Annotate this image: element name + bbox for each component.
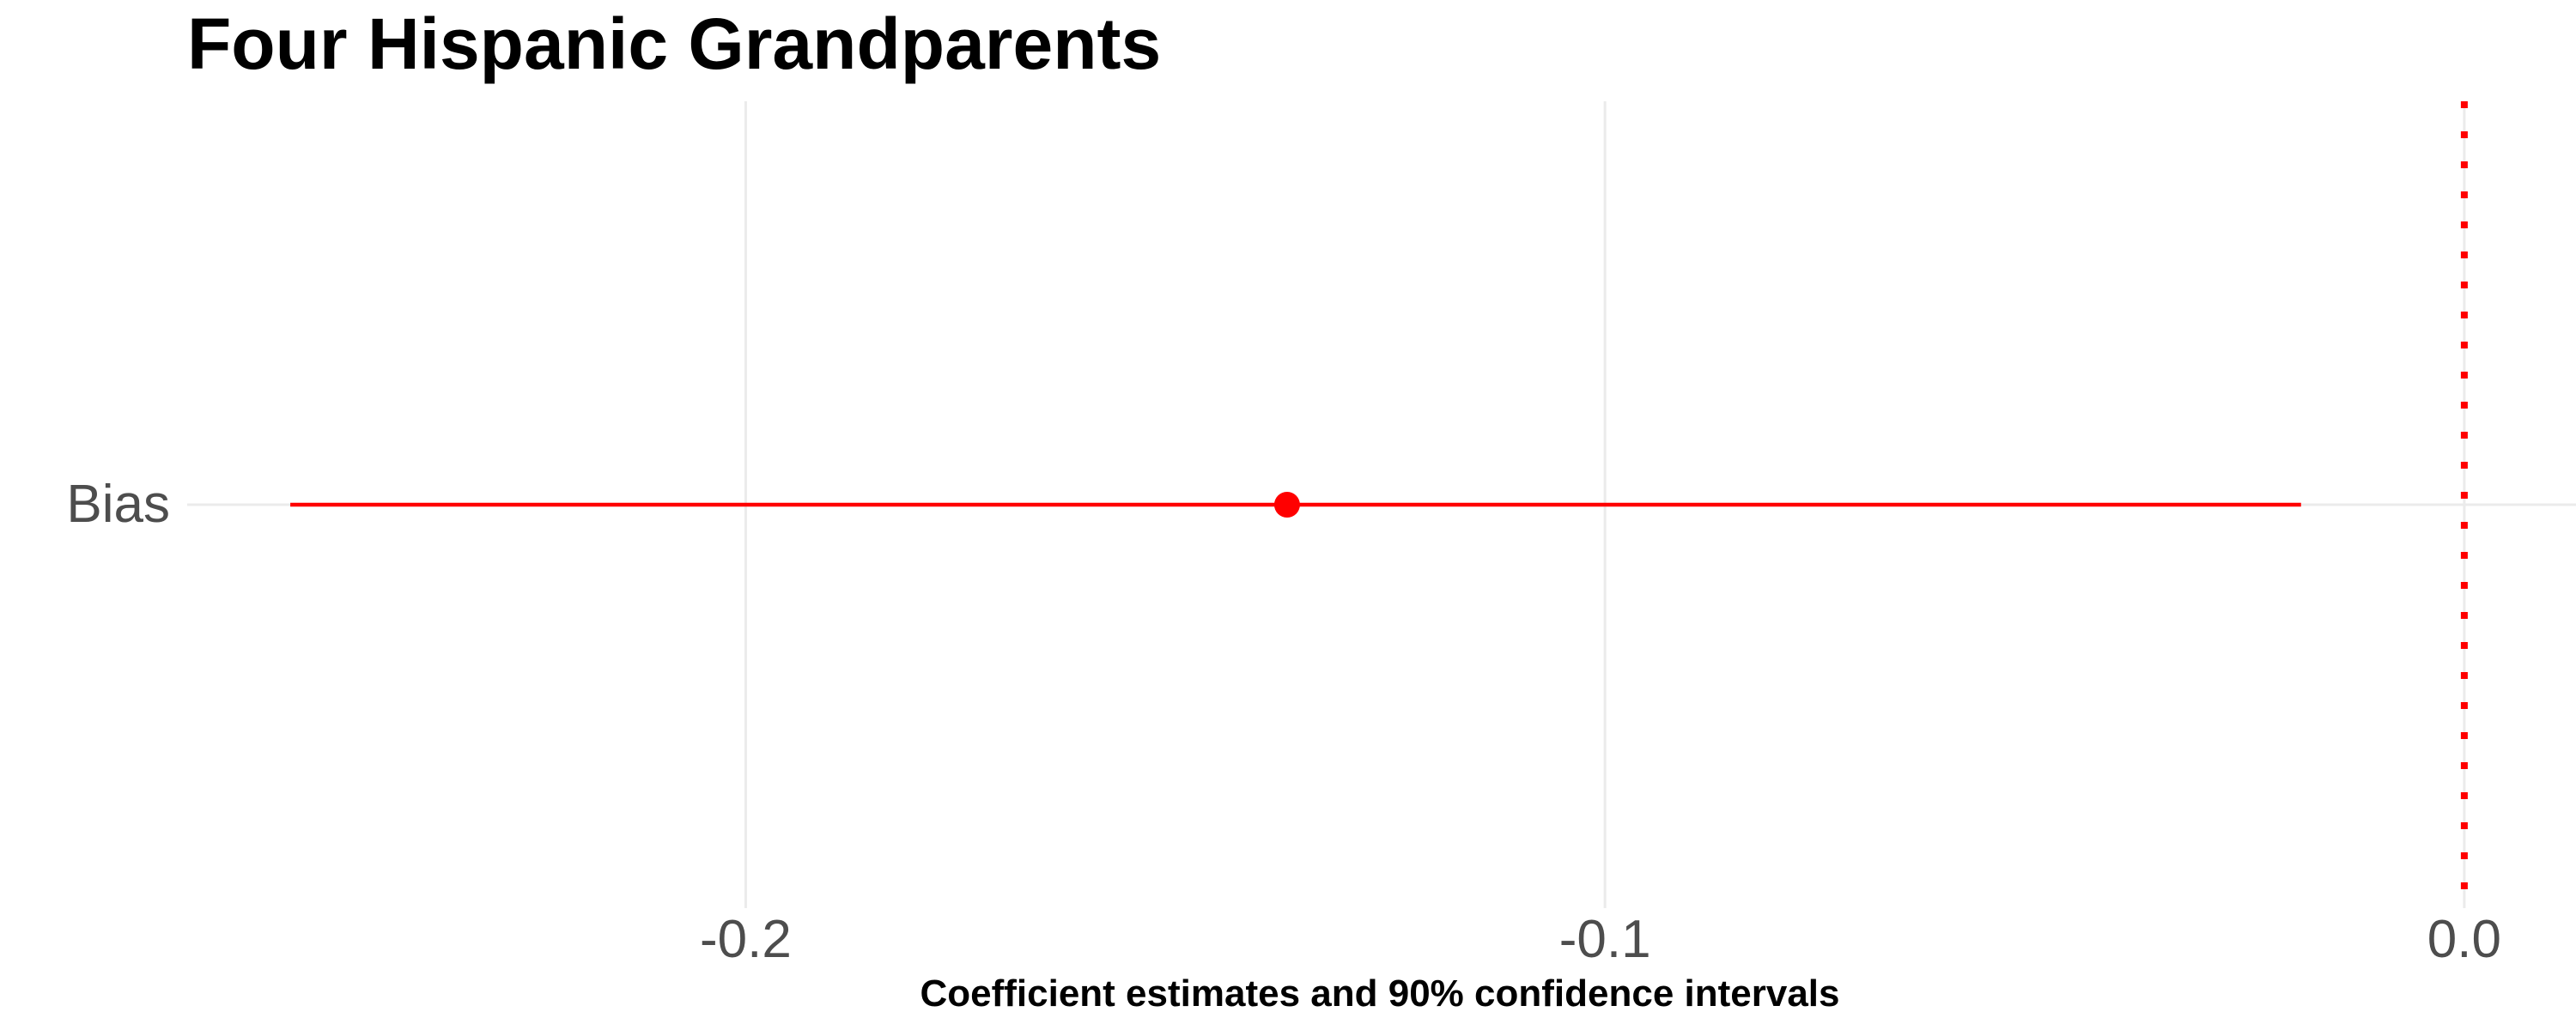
x-tick-label: -0.1 <box>1559 910 1651 969</box>
series-layer <box>290 492 2301 518</box>
x-tick-label: -0.2 <box>700 910 792 969</box>
y-tick-label: Bias <box>66 475 170 534</box>
tick-labels: -0.2 -0.1 0.0 Bias <box>66 475 2501 969</box>
point-estimate <box>1273 492 1300 518</box>
x-tick-label: 0.0 <box>2427 910 2501 969</box>
x-axis-title: Coefficient estimates and 90% confidence… <box>920 972 1839 1015</box>
chart-title: Four Hispanic Grandparents <box>187 3 1161 84</box>
